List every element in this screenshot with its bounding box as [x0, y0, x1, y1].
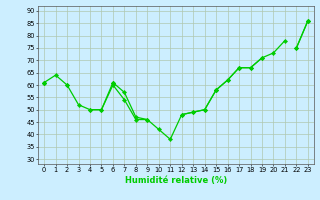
X-axis label: Humidité relative (%): Humidité relative (%): [125, 176, 227, 185]
